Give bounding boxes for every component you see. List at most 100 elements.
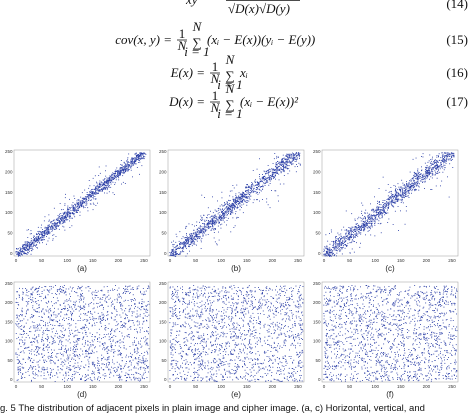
scatter-texture <box>289 157 291 158</box>
scatter-texture <box>382 212 384 214</box>
scatter-texture <box>451 155 452 157</box>
scatter-texture <box>175 256 176 257</box>
scatter-texture <box>132 162 134 164</box>
scatter-texture <box>66 219 68 221</box>
scatter-texture <box>330 229 332 231</box>
scatter-texture <box>38 304 40 306</box>
scatter-texture <box>330 252 332 254</box>
scatter-texture <box>79 203 81 205</box>
scatter-texture <box>282 158 284 159</box>
scatter-texture <box>282 168 284 170</box>
scatter-texture <box>277 161 279 162</box>
scatter-texture <box>283 183 285 185</box>
scatter-texture <box>388 207 389 209</box>
scatter-texture <box>43 235 44 236</box>
scatter-texture <box>127 288 129 290</box>
scatter-texture <box>38 230 40 232</box>
scatter-texture <box>256 191 258 193</box>
scatter-texture <box>425 172 427 174</box>
scatter-texture <box>121 164 123 166</box>
scatter-texture <box>385 207 387 209</box>
scatter-texture <box>79 287 81 289</box>
scatter-texture <box>108 349 110 351</box>
scatter-texture <box>367 215 369 217</box>
scatter-texture <box>113 177 115 179</box>
scatter-texture <box>265 183 267 184</box>
scatter-texture <box>76 206 78 208</box>
scatter-texture <box>346 236 348 237</box>
scatter-texture <box>198 234 200 235</box>
scatter-texture <box>265 170 267 172</box>
scatter-texture <box>24 348 25 349</box>
scatter-texture <box>127 290 129 292</box>
scatter-texture <box>141 303 143 305</box>
scatter-texture <box>402 182 404 184</box>
scatter-texture <box>337 238 339 240</box>
scatter-texture <box>116 171 117 172</box>
scatter-texture <box>105 187 107 189</box>
scatter-texture <box>257 199 258 201</box>
scatter-texture <box>333 247 335 249</box>
scatter-texture <box>46 329 48 331</box>
scatter-texture <box>256 199 257 201</box>
scatter-texture <box>358 231 360 233</box>
scatter-texture <box>104 373 106 374</box>
scatter-texture <box>440 164 442 166</box>
scatter-texture <box>46 227 48 229</box>
scatter-texture <box>260 178 262 180</box>
scatter-texture <box>376 218 378 220</box>
scatter-texture <box>395 194 396 196</box>
scatter-texture <box>113 307 115 309</box>
scatter-texture <box>24 244 26 246</box>
scatter-texture <box>75 211 77 213</box>
scatter-texture <box>283 166 285 168</box>
scatter-texture <box>47 310 49 312</box>
scatter-texture <box>402 193 404 195</box>
scatter-texture <box>144 315 146 317</box>
scatter-texture <box>216 244 218 246</box>
scatter-texture <box>239 194 241 196</box>
scatter-texture <box>106 189 108 191</box>
scatter-texture <box>16 248 18 250</box>
scatter-texture <box>78 299 80 301</box>
scatter-texture <box>184 246 186 248</box>
scatter-texture <box>46 229 47 231</box>
scatter-texture <box>146 319 147 321</box>
scatter-texture <box>274 171 276 173</box>
scatter-texture <box>222 208 223 210</box>
y-tick-label: 50 <box>7 358 13 363</box>
scatter-texture <box>68 317 70 318</box>
scatter-texture <box>327 249 329 251</box>
scatter-texture <box>93 198 95 200</box>
scatter-texture <box>128 153 130 155</box>
scatter-texture <box>179 248 181 249</box>
scatter-texture <box>247 187 249 188</box>
scatter-texture <box>102 184 103 186</box>
scatter-texture <box>183 243 185 245</box>
scatter-texture <box>48 374 50 376</box>
scatter-texture <box>70 207 72 208</box>
scatter-texture <box>126 160 128 161</box>
scatter-texture <box>69 293 71 295</box>
scatter-texture <box>268 175 270 177</box>
scatter-texture <box>111 330 113 332</box>
scatter-texture <box>129 376 130 378</box>
scatter-texture <box>57 366 59 368</box>
scatter-texture <box>66 366 68 368</box>
scatter-texture <box>287 173 289 175</box>
scatter-texture <box>380 232 382 234</box>
scatter-texture <box>96 193 98 194</box>
scatter-texture <box>277 169 279 171</box>
scatter-texture <box>19 366 21 367</box>
scatter-texture <box>24 243 26 245</box>
scatter-texture <box>327 240 329 242</box>
scatter-texture <box>134 307 135 309</box>
scatter-texture <box>291 156 292 158</box>
scatter-texture <box>105 175 107 177</box>
y-tick-label: 250 <box>159 149 167 154</box>
scatter-texture <box>137 348 139 350</box>
scatter-texture <box>43 361 45 363</box>
scatter-texture <box>27 319 29 321</box>
scatter-texture <box>373 215 375 216</box>
scatter-texture <box>280 164 282 166</box>
